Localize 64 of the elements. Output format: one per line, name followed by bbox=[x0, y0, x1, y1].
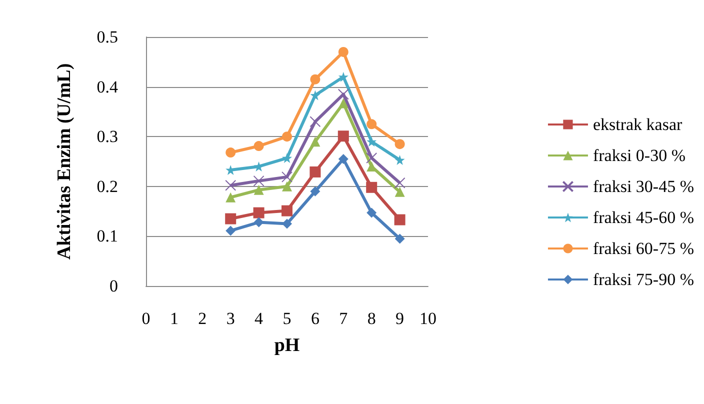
y-axis-title: Aktivitas Enzim (U/mL) bbox=[54, 63, 75, 260]
point bbox=[226, 192, 236, 202]
point bbox=[226, 148, 236, 158]
y-tick-label: 0.4 bbox=[96, 77, 118, 96]
point bbox=[366, 152, 378, 164]
point bbox=[282, 132, 292, 142]
point bbox=[225, 213, 236, 224]
point bbox=[282, 171, 292, 182]
point bbox=[310, 166, 321, 178]
point bbox=[282, 205, 292, 216]
point bbox=[394, 155, 405, 166]
point bbox=[254, 141, 264, 152]
x-tick-label: 5 bbox=[282, 309, 292, 328]
point bbox=[338, 72, 348, 82]
legend-label: ekstrak kasar bbox=[592, 115, 683, 134]
point bbox=[254, 184, 264, 195]
x-tick-label: 4 bbox=[254, 309, 264, 328]
point bbox=[338, 88, 349, 100]
x-tick-label: 0 bbox=[142, 309, 150, 328]
x-tick-label: 8 bbox=[367, 309, 376, 328]
x-tick-label: 7 bbox=[339, 309, 348, 328]
legend-label: fraksi 60-75 % bbox=[592, 239, 694, 258]
point bbox=[338, 46, 348, 57]
x-tick-label: 10 bbox=[420, 309, 436, 328]
point bbox=[254, 217, 264, 228]
y-tick-label: 0 bbox=[110, 276, 118, 296]
point bbox=[366, 119, 377, 130]
point bbox=[338, 98, 348, 108]
y-tick-label: 0.3 bbox=[96, 127, 118, 146]
point bbox=[394, 186, 405, 197]
x-tick-label: 1 bbox=[170, 309, 178, 328]
point bbox=[282, 181, 292, 192]
point bbox=[226, 226, 236, 236]
legend-label: fraksi 75-90 % bbox=[592, 270, 694, 289]
x-tick-label: 2 bbox=[198, 309, 207, 328]
point bbox=[225, 180, 236, 191]
point bbox=[394, 234, 405, 244]
point bbox=[310, 186, 320, 196]
point bbox=[310, 90, 320, 100]
point bbox=[338, 130, 349, 142]
point bbox=[253, 207, 264, 218]
point bbox=[310, 136, 320, 147]
point bbox=[282, 153, 292, 164]
y-tick-label: 0.5 bbox=[96, 28, 118, 46]
y-tick-label: 0.2 bbox=[96, 176, 118, 196]
point bbox=[394, 214, 406, 226]
point bbox=[394, 139, 405, 150]
point bbox=[366, 208, 377, 218]
legend-label: fraksi 45-60 % bbox=[592, 208, 694, 227]
point bbox=[310, 116, 321, 128]
y-tick-label: 0.1 bbox=[96, 226, 118, 246]
point bbox=[366, 182, 378, 193]
x-tick-label: 3 bbox=[226, 309, 235, 328]
point bbox=[282, 218, 292, 229]
point bbox=[338, 154, 348, 164]
x-tick-label: 9 bbox=[396, 309, 404, 328]
legend-label: fraksi 30-45 % bbox=[592, 177, 694, 196]
point bbox=[366, 136, 377, 147]
x-axis-title: pH bbox=[274, 335, 300, 356]
x-tick-label: 6 bbox=[310, 309, 320, 328]
point bbox=[394, 177, 406, 188]
legend-label: fraksi 0-30 % bbox=[592, 146, 686, 165]
point bbox=[253, 175, 264, 186]
point bbox=[310, 74, 320, 84]
